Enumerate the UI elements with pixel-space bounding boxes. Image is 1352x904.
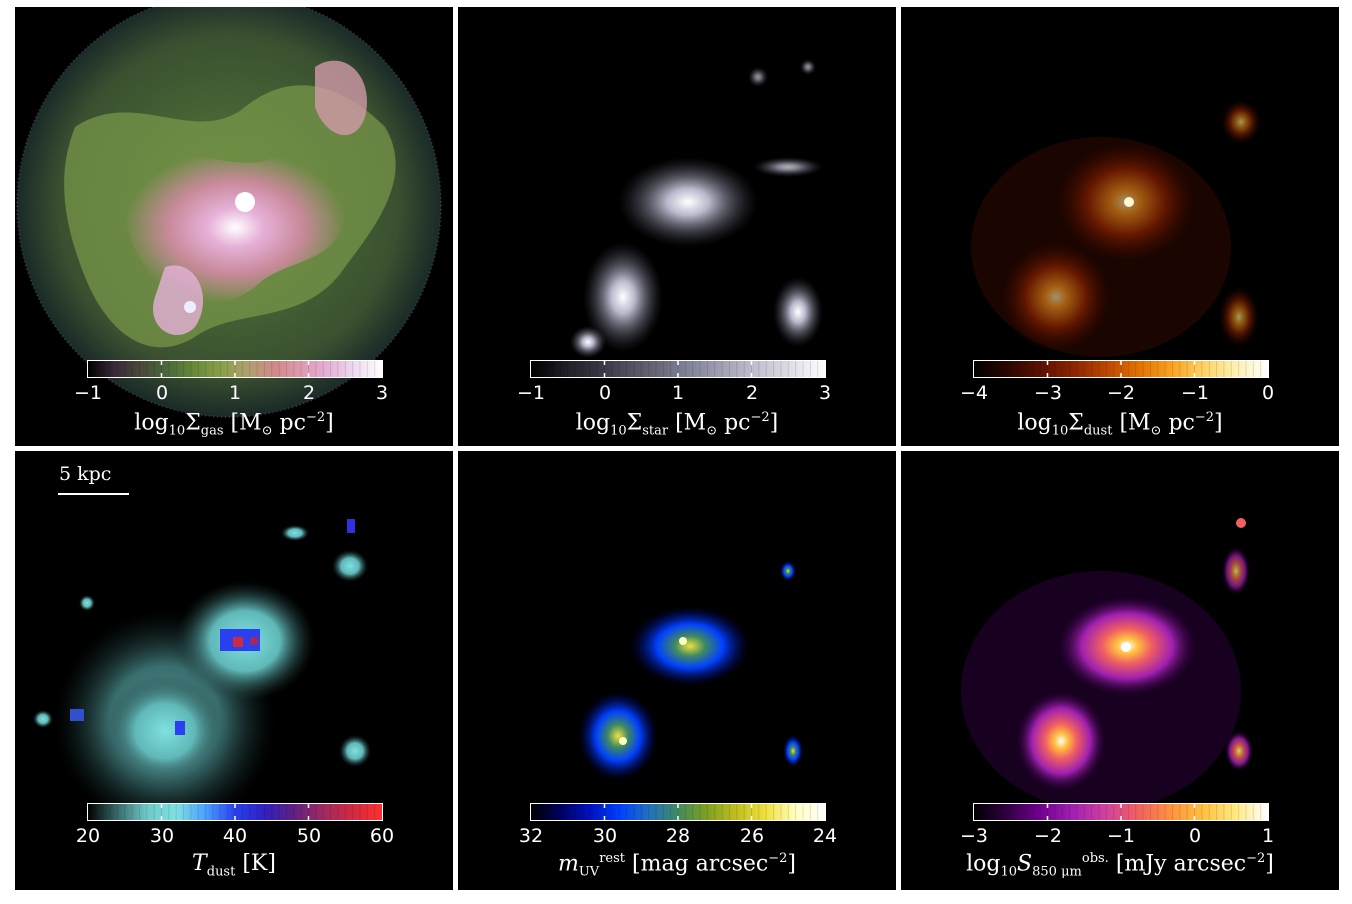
panel-dust-surface-density: −4 −3 −2 −1 0 log10Σdust [M⊙ pc−2] — [901, 7, 1339, 446]
cbar-muv-tick-1: 30 — [592, 825, 618, 847]
cbar-tdust-tick-4: 60 — [369, 825, 395, 847]
cbar-tdust-tick-0: 20 — [75, 825, 101, 847]
colorbar-gas-gradient — [88, 361, 382, 377]
cbar-gas-tick-3: 2 — [302, 382, 316, 404]
cbar-gas-tick-1: 0 — [155, 382, 169, 404]
uv-brightness-map — [578, 561, 803, 781]
scale-bar — [58, 493, 129, 495]
panel-uv-surface-brightness: 32 30 28 26 24 mUVrest [mag arcsec−2] — [458, 451, 896, 890]
cbar-tdust-tick-1: 30 — [149, 825, 175, 847]
cbar-muv-tick-2: 28 — [665, 825, 691, 847]
cbar-dust-tick-2: −2 — [1106, 382, 1136, 404]
gas-density-map — [16, 7, 442, 418]
panel-850um-flux: −3 −2 −1 0 1 log10S850 μmobs. [mJy arcse… — [901, 451, 1339, 890]
cbar-muv-tick-3: 26 — [739, 825, 765, 847]
cbar-tdust-tick-2: 40 — [222, 825, 248, 847]
colorbar-s850-gradient — [974, 804, 1268, 820]
colorbar-muv — [530, 803, 826, 821]
cbar-muv-tick-0: 32 — [518, 825, 544, 847]
panel-dust-temperature: 5 kpc 20 30 40 50 60 Tdust [K] — [15, 451, 453, 890]
colorbar-star-gradient — [531, 361, 825, 377]
panel-stellar-surface-density: −1 0 1 2 3 log10Σstar [M⊙ pc−2] — [458, 7, 896, 446]
colorbar-tdust-gradient — [88, 804, 382, 820]
cbar-s850-tick-0: −3 — [959, 825, 989, 847]
colorbar-s850 — [973, 803, 1269, 821]
cbar-gas-tick-2: 1 — [228, 382, 242, 404]
cbar-s850-tick-2: −1 — [1106, 825, 1136, 847]
cbar-star-label: log10Σstar [M⊙ pc−2] — [575, 410, 779, 439]
cbar-dust-tick-0: −4 — [959, 382, 989, 404]
cbar-gas-label: log10Σgas [M⊙ pc−2] — [134, 410, 334, 439]
cbar-dust-tick-1: −3 — [1033, 382, 1063, 404]
cbar-dust-tick-3: −1 — [1180, 382, 1210, 404]
colorbar-dust-gradient — [974, 361, 1268, 377]
cbar-gas-tick-0: −1 — [73, 382, 103, 404]
cbar-muv-label: mUVrest [mag arcsec−2] — [557, 851, 797, 880]
dust-temperature-map — [33, 519, 371, 831]
cbar-dust-label: log10Σdust [M⊙ pc−2] — [1017, 410, 1223, 439]
colorbar-dust — [973, 360, 1269, 378]
cbar-star-tick-1: 0 — [598, 382, 612, 404]
panel-gas-surface-density: −1 0 1 2 3 log10Σgas [M⊙ pc−2] — [15, 7, 453, 446]
cbar-s850-tick-1: −2 — [1033, 825, 1063, 847]
submm-flux-map — [961, 518, 1253, 811]
colorbar-muv-gradient — [531, 804, 825, 820]
cbar-s850-label: log10S850 μmobs. [mJy arcsec−2] — [966, 851, 1274, 880]
cbar-gas-tick-4: 3 — [375, 382, 389, 404]
colorbar-gas — [87, 360, 383, 378]
dust-density-map — [971, 100, 1261, 357]
colorbar-star — [530, 360, 826, 378]
cbar-star-tick-0: −1 — [516, 382, 546, 404]
scale-bar-label: 5 kpc — [59, 463, 112, 485]
cbar-star-tick-4: 3 — [818, 382, 832, 404]
cbar-dust-tick-4: 0 — [1261, 382, 1275, 404]
cbar-star-tick-3: 2 — [745, 382, 759, 404]
colorbar-tdust — [87, 803, 383, 821]
cbar-muv-tick-4: 24 — [812, 825, 838, 847]
cbar-tdust-tick-3: 50 — [296, 825, 322, 847]
cbar-s850-tick-3: 0 — [1188, 825, 1202, 847]
cbar-tdust-label: Tdust [K] — [192, 851, 276, 880]
stellar-density-map — [570, 59, 823, 358]
cbar-s850-tick-4: 1 — [1261, 825, 1275, 847]
cbar-star-tick-2: 1 — [671, 382, 685, 404]
